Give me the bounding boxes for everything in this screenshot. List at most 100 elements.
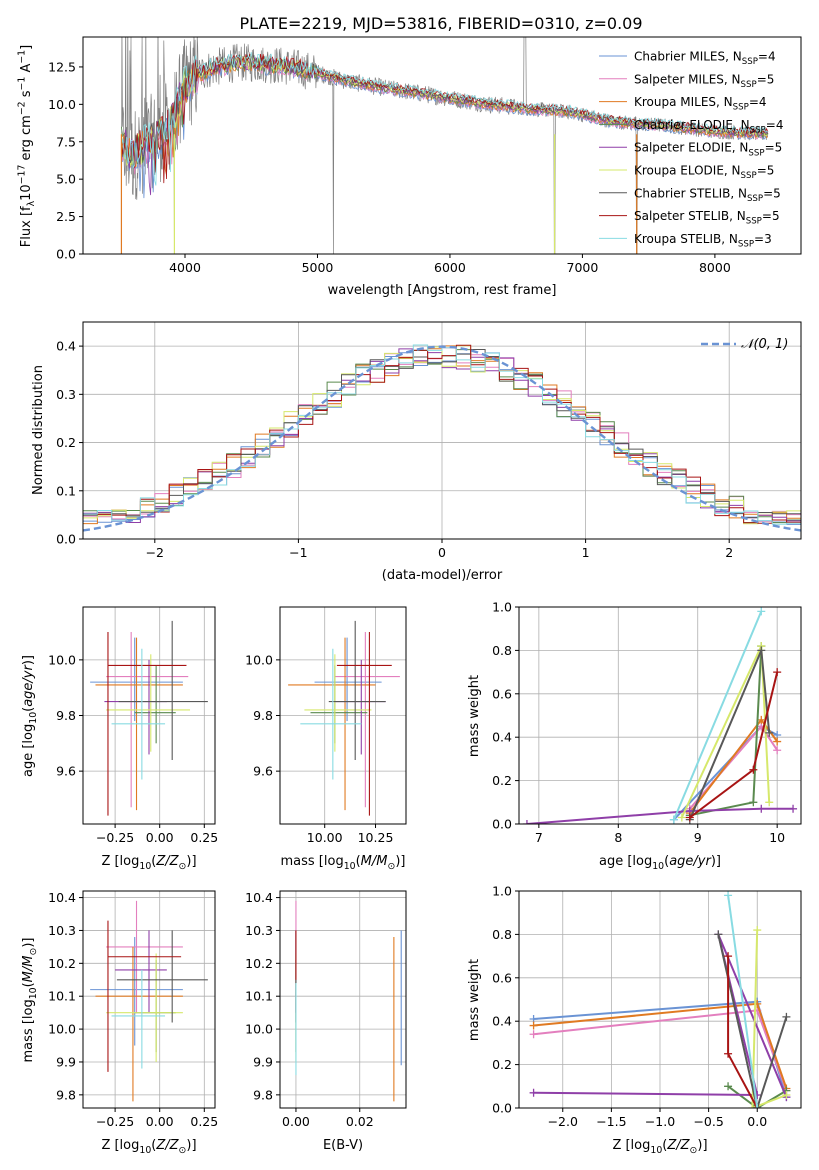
- mass-weight-marker: [782, 1012, 791, 1021]
- x-tick-label: 0.25: [190, 830, 218, 845]
- y-tick-label: 10.1: [48, 989, 76, 1004]
- x-tick-label: 1: [582, 545, 590, 560]
- x-tick-label: 0.02: [346, 1114, 374, 1129]
- legend-label: Chabrier ELODIE, NSSP=4: [634, 118, 783, 136]
- legend-label: Chabrier MILES, NSSP=4: [634, 50, 776, 68]
- mass-weight-marker: [724, 1049, 733, 1058]
- mass-weight-marker: [757, 715, 766, 724]
- legend-label: Salpeter MILES, NSSP=5: [634, 72, 774, 90]
- y-tick-label: 9.8: [56, 1087, 76, 1102]
- figure-title: PLATE=2219, MJD=53816, FIBERID=0310, z=0…: [239, 14, 642, 33]
- y-axis-label: Flux [fλ10−17 erg cm−2 s−1 A−1]: [17, 45, 37, 247]
- y-tick-label: 1.0: [492, 884, 512, 899]
- y-tick-label: 10.3: [245, 923, 273, 938]
- y-tick-label: 10.0: [48, 652, 76, 667]
- y-axis-label: age [log10(age/yr)]: [21, 655, 39, 777]
- mass-weight-marker: [789, 804, 798, 813]
- mass-weight-line: [672, 610, 763, 821]
- plot-content: [529, 891, 791, 1108]
- mass-weight-line: [533, 934, 788, 1098]
- histogram-step: [83, 344, 801, 524]
- x-axis-label: Z [log10(Z/Z⊙)]: [612, 1138, 707, 1156]
- y-tick-label: 9.8: [56, 708, 76, 723]
- histogram-step: [83, 344, 801, 525]
- y-tick-label: 0.0: [492, 1101, 512, 1116]
- y-axis-label: mass [log10(M/M⊙)]: [21, 938, 39, 1063]
- legend: Chabrier MILES, NSSP=4 Salpeter MILES, NS…: [599, 50, 783, 250]
- y-tick-label: 10.0: [48, 97, 76, 112]
- histogram-step: [83, 349, 801, 519]
- gaussian-curve: [83, 345, 801, 532]
- y-tick-label: 10.2: [48, 956, 76, 971]
- y-tick-label: 9.6: [56, 764, 76, 779]
- x-tick-label: −2.0: [548, 1114, 578, 1129]
- y-tick-label: 0.3: [56, 387, 76, 402]
- x-tick-label: −1.5: [596, 1114, 626, 1129]
- mass-weight-line: [727, 895, 759, 1108]
- y-tick-label: 0.0: [56, 247, 76, 262]
- mass-weight-marker: [677, 813, 686, 822]
- x-axis-label: E(B-V): [323, 1138, 363, 1153]
- y-tick-label: 10.0: [48, 1022, 76, 1037]
- x-tick-label: 8: [614, 830, 622, 845]
- x-tick-label: 0: [438, 545, 446, 560]
- x-tick-label: 6000: [434, 260, 466, 275]
- mass-weight-marker: [757, 607, 766, 616]
- x-tick-label: 5000: [302, 260, 334, 275]
- mass-weight-marker: [765, 798, 774, 807]
- x-tick-label: 0.00: [146, 830, 174, 845]
- mass-weight-marker: [749, 765, 758, 774]
- legend-label: Chabrier STELIB, NSSP=5: [634, 186, 781, 204]
- mass-weight-line: [751, 930, 787, 1108]
- mass-weight-marker: [714, 930, 723, 939]
- mass-weight-marker: [522, 820, 531, 824]
- plot-age-vs-Z: −0.25 0.00 0.25 9.6 9.8 10.0 Z [log10(Z/Z⊙)] ag…: [21, 606, 218, 872]
- y-tick-label: 7.5: [56, 134, 76, 149]
- plot-content: [90, 900, 208, 1102]
- y-tick-label: 9.9: [253, 1054, 273, 1069]
- mass-weight-marker: [749, 798, 758, 807]
- plot-content: [522, 607, 798, 824]
- x-tick-label: 7: [535, 830, 543, 845]
- y-tick-label: 0.2: [56, 435, 76, 450]
- model-spectrum-line: [121, 53, 769, 184]
- y-tick-label: 10.2: [245, 956, 273, 971]
- y-tick-label: 0.0: [56, 532, 76, 547]
- mass-weight-line: [526, 807, 794, 824]
- mass-weight-marker: [782, 1090, 791, 1099]
- y-tick-label: 0.0: [492, 817, 512, 832]
- mass-weight-marker: [753, 926, 762, 935]
- mass-weight-marker: [753, 1104, 762, 1108]
- plot-content: [295, 900, 402, 1102]
- y-tick-label: 2.5: [56, 209, 76, 224]
- y-tick-label: 0.4: [492, 1014, 512, 1029]
- y-tick-label: 5.0: [56, 172, 76, 187]
- y-tick-label: 9.6: [253, 764, 273, 779]
- y-tick-label: 10.4: [48, 890, 76, 905]
- plot-content: [83, 344, 801, 532]
- y-tick-label: 0.6: [492, 686, 512, 701]
- mass-weight-marker: [773, 737, 782, 746]
- axes-frame: [82, 890, 216, 1109]
- y-tick-label: 0.8: [492, 643, 512, 658]
- y-tick-label: 0.2: [492, 773, 512, 788]
- grid: [519, 606, 801, 825]
- x-tick-label: −0.25: [96, 830, 134, 845]
- y-tick-label: 9.8: [253, 1087, 273, 1102]
- y-tick-label: 9.8: [253, 708, 273, 723]
- x-tick-label: 2: [725, 545, 733, 560]
- y-axis-label: mass weight: [467, 959, 482, 1041]
- y-tick-label: 10.0: [245, 652, 273, 667]
- y-tick-label: 10.0: [245, 1022, 273, 1037]
- y-tick-label: 0.1: [56, 483, 76, 498]
- y-tick-label: 1.0: [492, 600, 512, 615]
- x-tick-label: 10.00: [307, 830, 343, 845]
- axes-frame: [279, 890, 407, 1109]
- x-tick-label: −1.0: [645, 1114, 675, 1129]
- x-axis-label: age [log10(age/yr)]: [599, 854, 721, 872]
- y-tick-label: 0.2: [492, 1057, 512, 1072]
- legend-label: Kroupa MILES, NSSP=4: [634, 95, 767, 113]
- plot-mass-weight-vs-age: 7 8 9 10 0.0 0.2 0.4 0.6 0.8 1.0 age [log10(age/yr…: [467, 600, 802, 872]
- y-tick-label: 0.8: [492, 927, 512, 942]
